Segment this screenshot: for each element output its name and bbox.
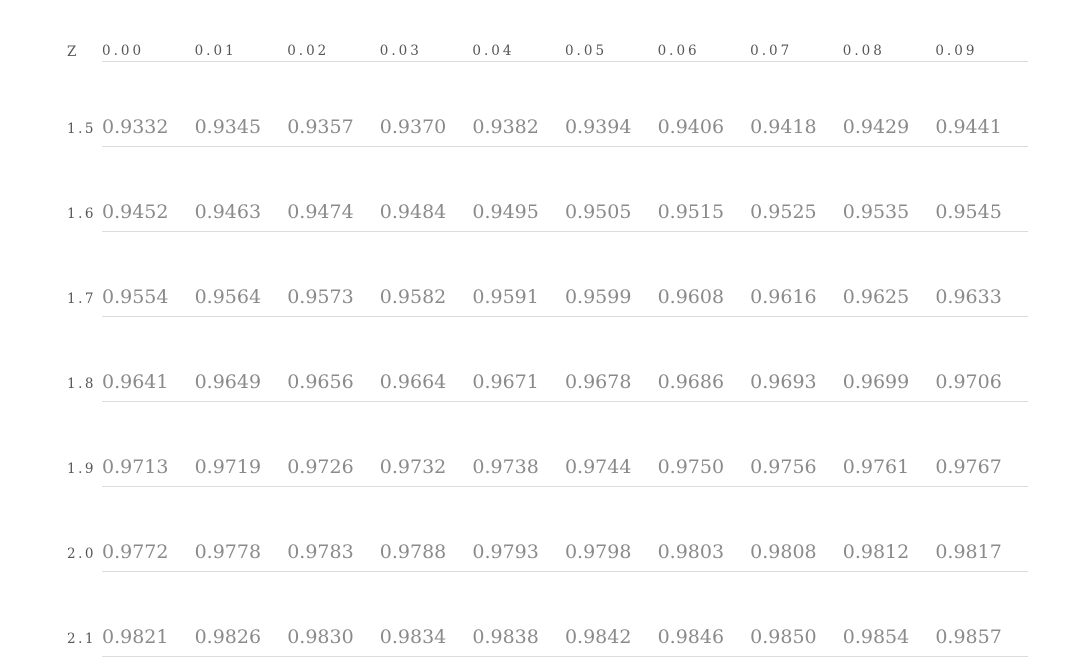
table-cell: 0.9357 <box>287 62 380 147</box>
table-cell: 0.9854 <box>842 572 936 657</box>
table-cell: 0.9744 <box>564 402 658 487</box>
table-cell: 0.9838 <box>472 572 565 657</box>
table-cell: 0.9778 <box>194 487 288 572</box>
column-header-0.06: 0.06 <box>657 0 751 62</box>
table-cell: 0.9505 <box>564 147 658 232</box>
table-cell: 0.9803 <box>657 487 751 572</box>
table-cell: 0.9706 <box>935 317 1028 402</box>
row-label-1.9: 1.9 <box>67 460 96 477</box>
table-cell: 0.9686 <box>657 317 751 402</box>
table-cell: 0.9564 <box>194 232 288 317</box>
table-cell: 0.9719 <box>194 402 288 487</box>
table-cell: 0.9452 <box>102 147 195 232</box>
table-cell: 0.9664 <box>379 317 473 402</box>
table-cell: 0.9641 <box>102 317 195 402</box>
table-cell: 0.9808 <box>750 487 843 572</box>
column-header-0.03: 0.03 <box>379 0 473 62</box>
table-cell: 0.9394 <box>564 62 658 147</box>
table-cell: 0.9671 <box>472 317 565 402</box>
column-header-0.00: 0.00 <box>102 0 195 62</box>
table-cell: 0.9591 <box>472 232 565 317</box>
z-table: Z 0.00 0.01 0.02 0.03 0.04 0.05 0.06 0.07 0.08 0.0… <box>67 0 1077 657</box>
row-label-2.1: 2.1 <box>67 630 96 647</box>
table-cell: 0.9842 <box>564 572 658 657</box>
table-cell: 0.9573 <box>287 232 380 317</box>
table-cell: 0.9726 <box>287 402 380 487</box>
table-cell: 0.9767 <box>935 402 1028 487</box>
row-label-1.6: 1.6 <box>67 205 96 222</box>
table-cell: 0.9772 <box>102 487 195 572</box>
column-header-0.07: 0.07 <box>750 0 843 62</box>
column-header-0.08: 0.08 <box>842 0 936 62</box>
table-cell: 0.9554 <box>102 232 195 317</box>
table-cell: 0.9582 <box>379 232 473 317</box>
column-header-0.04: 0.04 <box>472 0 565 62</box>
table-cell: 0.9656 <box>287 317 380 402</box>
table-cell: 0.9761 <box>842 402 936 487</box>
table-cell: 0.9783 <box>287 487 380 572</box>
table-cell: 0.9484 <box>379 147 473 232</box>
row-label-1.8: 1.8 <box>67 375 96 392</box>
table-cell: 0.9812 <box>842 487 936 572</box>
row-label-1.5: 1.5 <box>67 120 96 137</box>
table-cell: 0.9625 <box>842 232 936 317</box>
table-cell: 0.9535 <box>842 147 936 232</box>
table-cell: 0.9846 <box>657 572 751 657</box>
table-cell: 0.9463 <box>194 147 288 232</box>
table-cell: 0.9817 <box>935 487 1028 572</box>
table-cell: 0.9382 <box>472 62 565 147</box>
table-cell: 0.9649 <box>194 317 288 402</box>
table-cell: 0.9406 <box>657 62 751 147</box>
table-cell: 0.9616 <box>750 232 843 317</box>
table-cell: 0.9738 <box>472 402 565 487</box>
table-cell: 0.9826 <box>194 572 288 657</box>
table-cell: 0.9850 <box>750 572 843 657</box>
table-cell: 0.9345 <box>194 62 288 147</box>
table-cell: 0.9332 <box>102 62 195 147</box>
table-cell: 0.9370 <box>379 62 473 147</box>
table-cell: 0.9515 <box>657 147 751 232</box>
table-cell: 0.9599 <box>564 232 658 317</box>
table-cell: 0.9821 <box>102 572 195 657</box>
table-cell: 0.9418 <box>750 62 843 147</box>
column-header-0.05: 0.05 <box>564 0 658 62</box>
table-cell: 0.9699 <box>842 317 936 402</box>
corner-header-z: Z <box>67 43 77 60</box>
table-cell: 0.9756 <box>750 402 843 487</box>
column-header-0.02: 0.02 <box>287 0 380 62</box>
table-cell: 0.9441 <box>935 62 1028 147</box>
table-cell: 0.9793 <box>472 487 565 572</box>
column-header-0.09: 0.09 <box>935 0 1028 62</box>
table-cell: 0.9830 <box>287 572 380 657</box>
table-cell: 0.9474 <box>287 147 380 232</box>
table-cell: 0.9545 <box>935 147 1028 232</box>
row-label-1.7: 1.7 <box>67 290 96 307</box>
table-cell: 0.9633 <box>935 232 1028 317</box>
row-label-2.0: 2.0 <box>67 545 96 562</box>
table-cell: 0.9857 <box>935 572 1028 657</box>
table-cell: 0.9429 <box>842 62 936 147</box>
table-cell: 0.9495 <box>472 147 565 232</box>
table-cell: 0.9732 <box>379 402 473 487</box>
table-cell: 0.9788 <box>379 487 473 572</box>
table-cell: 0.9608 <box>657 232 751 317</box>
table-cell: 0.9834 <box>379 572 473 657</box>
column-header-0.01: 0.01 <box>194 0 288 62</box>
table-cell: 0.9798 <box>564 487 658 572</box>
table-cell: 0.9678 <box>564 317 658 402</box>
table-cell: 0.9525 <box>750 147 843 232</box>
table-cell: 0.9713 <box>102 402 195 487</box>
table-cell: 0.9693 <box>750 317 843 402</box>
table-cell: 0.9750 <box>657 402 751 487</box>
